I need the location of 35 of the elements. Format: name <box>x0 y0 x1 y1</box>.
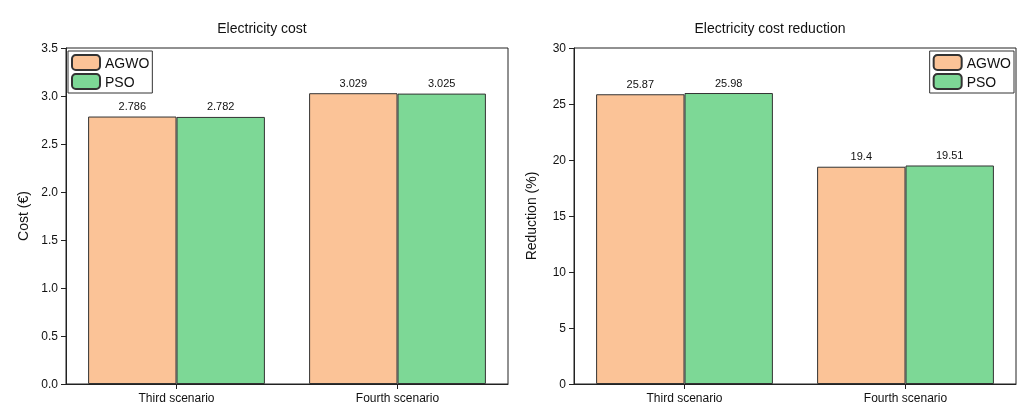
legend-label: AGWO <box>105 54 150 71</box>
x-tick-label: Fourth scenario <box>355 391 440 405</box>
y-tick-label: 1.5 <box>41 233 59 247</box>
chart-title: Electricity cost <box>217 20 307 36</box>
chart-title: Electricity cost reduction <box>694 20 846 36</box>
data-label: 3.029 <box>339 76 368 89</box>
y-tick-label: 2.0 <box>41 185 59 199</box>
y-tick-label: 1.0 <box>41 281 59 295</box>
legend-label: PSO <box>966 73 997 90</box>
y-axis-title: Reduction (%) <box>523 171 539 261</box>
data-label: 3.025 <box>427 77 456 90</box>
y-tick-label: 2.5 <box>41 137 59 151</box>
data-label: 25.87 <box>626 77 655 90</box>
y-axis-title: Cost (€) <box>15 191 31 241</box>
data-label: 19.51 <box>935 148 964 161</box>
y-tick-label: 20 <box>552 153 567 167</box>
x-tick-label: Fourth scenario <box>863 391 948 405</box>
y-tick-label: 0.5 <box>41 329 59 343</box>
y-tick-label: 5 <box>559 321 567 335</box>
y-tick-label: 3.0 <box>41 89 59 103</box>
y-tick-label: 3.5 <box>41 41 59 55</box>
y-tick-label: 10 <box>552 265 567 279</box>
y-tick-label: 30 <box>552 41 567 55</box>
y-tick-label: 15 <box>552 209 567 223</box>
y-tick-label: 0.0 <box>41 377 59 391</box>
data-label: 19.4 <box>850 150 873 163</box>
x-tick-label: Third scenario <box>646 391 723 405</box>
y-tick-label: 25 <box>552 97 567 111</box>
data-label: 2.786 <box>118 100 147 113</box>
legend-label: AGWO <box>966 54 1012 71</box>
x-tick-label: Third scenario <box>138 391 215 405</box>
legend-label: PSO <box>105 73 135 90</box>
data-label: 25.98 <box>714 76 743 89</box>
y-tick-label: 0 <box>559 377 567 391</box>
data-label: 2.782 <box>206 100 235 113</box>
